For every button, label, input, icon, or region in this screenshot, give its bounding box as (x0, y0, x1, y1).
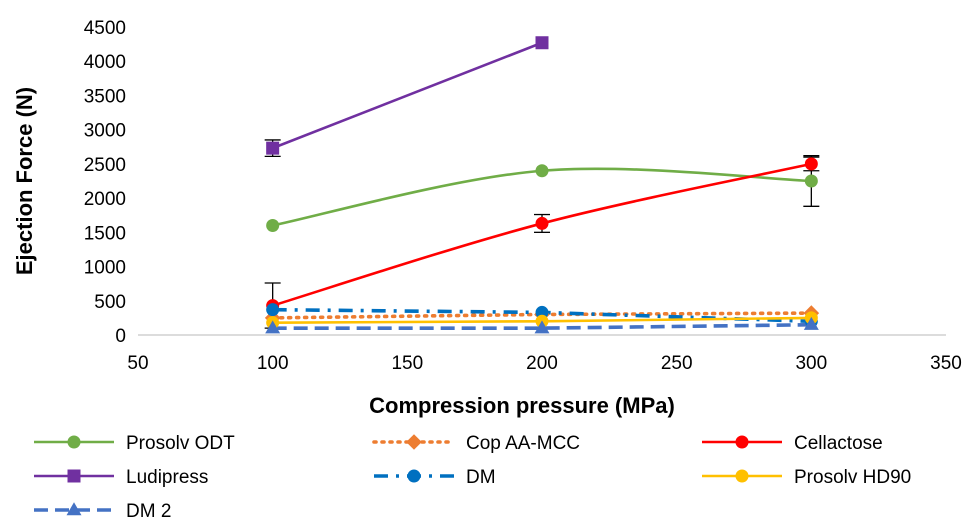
legend-label: DM 2 (126, 501, 171, 522)
series-lines (270, 41, 814, 330)
y-tick-label: 4500 (84, 18, 126, 39)
y-axis-title: Ejection Force (N) (12, 87, 37, 275)
data-point-dm-2 (265, 320, 281, 334)
legend-item-dm-2: DM 2 (34, 501, 171, 522)
y-tick-label: 3000 (84, 121, 126, 142)
series-markers (264, 36, 820, 334)
y-tick-label: 500 (94, 292, 126, 313)
legend-marker (406, 434, 422, 450)
legend-item-prosolv-odt: Prosolv ODT (34, 433, 235, 454)
y-tick-label: 2500 (84, 155, 126, 176)
data-point-ludipress (535, 36, 549, 50)
data-point-ludipress (266, 141, 280, 155)
y-tick-label: 1500 (84, 223, 126, 244)
legend-marker (66, 502, 82, 516)
data-point-dm-2 (803, 316, 819, 330)
legend-item-prosolv-hd90: Prosolv HD90 (702, 467, 911, 488)
legend-marker (407, 469, 421, 483)
data-point-dm-2 (534, 320, 550, 334)
legend-label: Cop AA-MCC (466, 433, 580, 454)
x-tick-label: 350 (930, 353, 962, 374)
y-tick-label: 1000 (84, 258, 126, 279)
legend-label: Prosolv ODT (126, 433, 235, 454)
x-tick-label: 150 (391, 353, 423, 374)
x-axis-title: Compression pressure (MPa) (369, 393, 675, 418)
y-tick-label: 0 (115, 326, 126, 347)
legend-item-dm: DM (374, 467, 496, 488)
x-tick-label: 50 (127, 353, 148, 374)
legend-label: Ludipress (126, 467, 208, 488)
y-tick-label: 4000 (84, 52, 126, 73)
series-line-ludipress (272, 41, 543, 150)
series-line-dm-2 (272, 322, 812, 330)
legend-marker (735, 469, 749, 483)
y-axis-ticks: 0 500 1000 1500 2000 2500 3000 3500 4000 4500 (84, 18, 126, 347)
legend-item-ludipress: Ludipress (34, 467, 208, 488)
y-tick-label: 2000 (84, 189, 126, 210)
legend-label: Prosolv HD90 (794, 467, 911, 488)
x-tick-label: 300 (795, 353, 827, 374)
legend-marker (67, 469, 81, 483)
y-tick-label: 3500 (84, 86, 126, 107)
x-tick-label: 100 (257, 353, 289, 374)
data-point-prosolv-odt (535, 164, 549, 178)
series-line-cellactose (272, 162, 812, 307)
x-axis-ticks: 50 100 150 200 250 300 350 (127, 353, 961, 374)
plot-area (264, 36, 820, 334)
data-point-cellactose (804, 157, 818, 171)
data-point-prosolv-odt (804, 174, 818, 188)
x-tick-label: 200 (526, 353, 558, 374)
legend: Prosolv ODT Cop AA-MCC Cellactose Ludipress… (34, 433, 911, 522)
data-point-prosolv-odt (266, 218, 280, 232)
axes: 50 100 150 200 250 300 350 0 500 1000 1500 2000 250… (84, 18, 962, 374)
data-point-cellactose (535, 216, 549, 230)
legend-marker (735, 435, 749, 449)
legend-item-cop-aa-mcc: Cop AA-MCC (372, 433, 580, 454)
series-line-cop-aa-mcc (270, 311, 814, 320)
legend-label: DM (466, 467, 496, 488)
data-point-dm (266, 303, 280, 317)
legend-label: Cellactose (794, 433, 883, 454)
legend-marker (67, 435, 81, 449)
data-point-dm (535, 305, 549, 319)
x-tick-label: 250 (661, 353, 693, 374)
legend-item-cellactose: Cellactose (702, 433, 883, 454)
